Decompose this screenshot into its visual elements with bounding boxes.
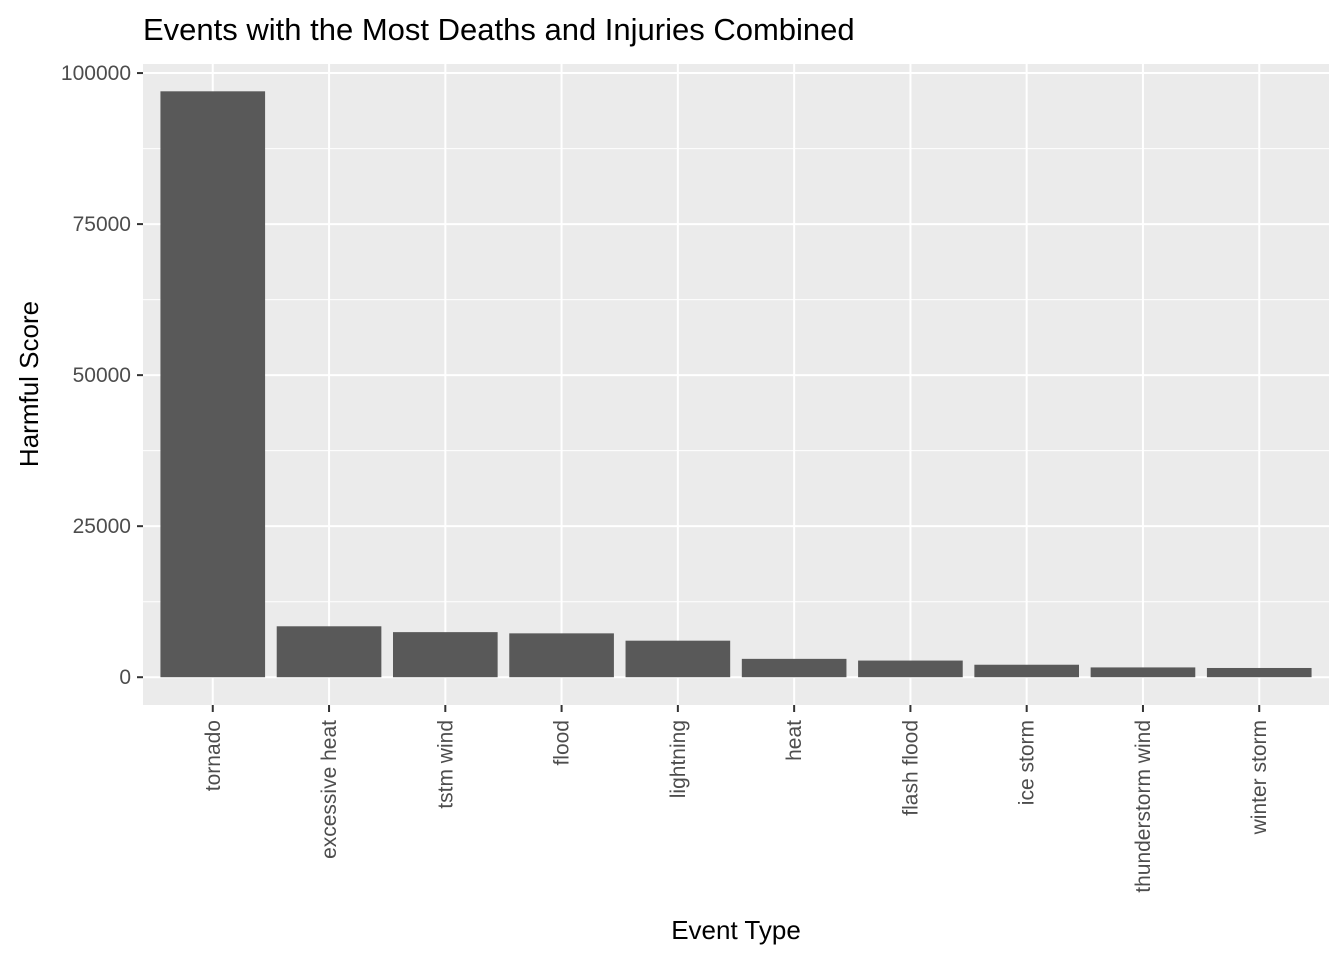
x-axis: tornado excessive heat tstm wind flood light… [202, 705, 1271, 893]
bar-thunderstorm-wind [1090, 667, 1196, 678]
bar-flood [509, 633, 614, 678]
x-tick-label: lightning [667, 720, 690, 798]
bar-lightning [625, 640, 731, 678]
y-tick-label: 100000 [61, 62, 131, 85]
y-tick-label: 75000 [73, 213, 131, 236]
x-tick-label: winter storm [1248, 720, 1271, 835]
x-tick-label: ice storm [1016, 720, 1039, 805]
y-tick-label: 0 [119, 666, 131, 689]
y-axis-title: Harmful Score [14, 301, 44, 467]
minor-gridlines [143, 148, 1329, 603]
chart-title: Events with the Most Deaths and Injuries… [143, 12, 855, 47]
x-tick-label: flash flood [899, 720, 922, 816]
x-tick-label: tstm wind [434, 720, 457, 809]
bar-flash-flood [858, 660, 963, 678]
plot-panel [143, 64, 1329, 705]
bar-ice-storm [974, 664, 1080, 678]
bar-tornado [160, 91, 266, 678]
y-tick-label: 50000 [73, 364, 131, 387]
y-axis: 0 25000 50000 75000 100000 [61, 62, 143, 689]
x-axis-title: Event Type [671, 915, 801, 945]
bar-winter-storm [1206, 667, 1312, 678]
x-tick-label: tornado [202, 720, 225, 791]
y-tick-label: 25000 [73, 515, 131, 538]
x-tick-label: excessive heat [318, 720, 341, 859]
bar-excessive-heat [276, 626, 382, 678]
x-tick-label: thunderstorm wind [1132, 720, 1155, 893]
bar-tstm-wind [392, 632, 498, 678]
x-tick-label: heat [783, 720, 806, 761]
bars [160, 91, 1312, 678]
major-gridlines [143, 64, 1329, 705]
x-tick-label: flood [551, 720, 574, 766]
bar-heat [741, 658, 847, 678]
